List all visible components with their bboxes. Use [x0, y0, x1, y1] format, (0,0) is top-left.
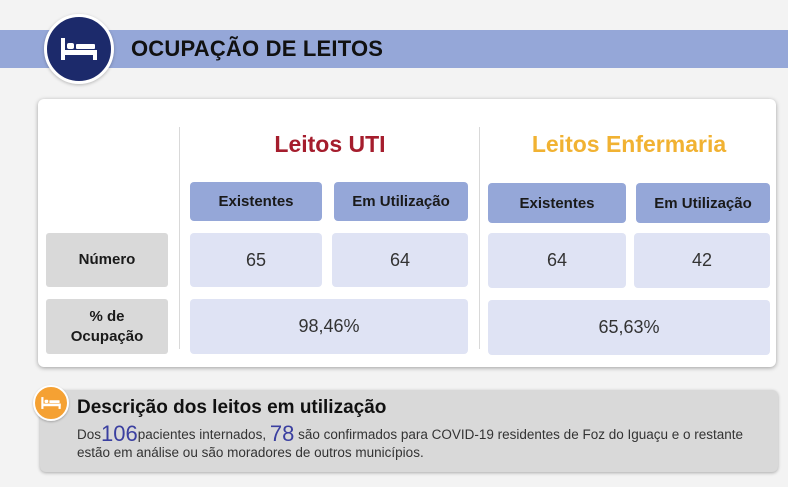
- description-mid: pacientes internados,: [137, 427, 270, 442]
- bed-icon: [61, 38, 97, 60]
- enfermaria-utilizacao-header: Em Utilização: [636, 183, 770, 223]
- row-header-ocupacao: % de Ocupação: [46, 299, 168, 354]
- uti-existentes-value: 65: [190, 233, 322, 287]
- confirmados-count: 78: [269, 421, 295, 446]
- description-badge: [33, 385, 69, 421]
- internados-count: 106: [101, 421, 138, 446]
- beds-table-card: Leitos UTI Leitos Enfermaria Existentes …: [38, 99, 776, 367]
- header-badge: [44, 14, 114, 84]
- uti-utilizacao-header: Em Utilização: [334, 182, 468, 221]
- description-panel: [40, 390, 778, 472]
- description-text: Dos106pacientes internados, 78 são confi…: [77, 423, 767, 462]
- page-title: OCUPAÇÃO DE LEITOS: [131, 36, 384, 61]
- enfermaria-existentes-value: 64: [488, 233, 626, 288]
- uti-title: Leitos UTI: [274, 131, 386, 157]
- row-header-numero: Número: [46, 233, 168, 287]
- description-suffix: são confirmados para COVID-19 residentes…: [77, 427, 744, 460]
- uti-ocupacao-value: 98,46%: [190, 299, 468, 354]
- bed-icon: [41, 397, 61, 409]
- divider-left: [179, 127, 180, 349]
- uti-existentes-header: Existentes: [190, 182, 322, 221]
- uti-utilizacao-value: 64: [332, 233, 468, 287]
- enfermaria-ocupacao-value: 65,63%: [488, 300, 770, 355]
- header-band: [0, 30, 788, 68]
- enfermaria-utilizacao-value: 42: [634, 233, 770, 288]
- description-title: Descrição dos leitos em utilização: [77, 397, 387, 418]
- divider-middle: [479, 127, 480, 349]
- description-prefix: Dos: [77, 427, 102, 442]
- enfermaria-title: Leitos Enfermaria: [531, 131, 727, 157]
- enfermaria-existentes-header: Existentes: [488, 183, 626, 223]
